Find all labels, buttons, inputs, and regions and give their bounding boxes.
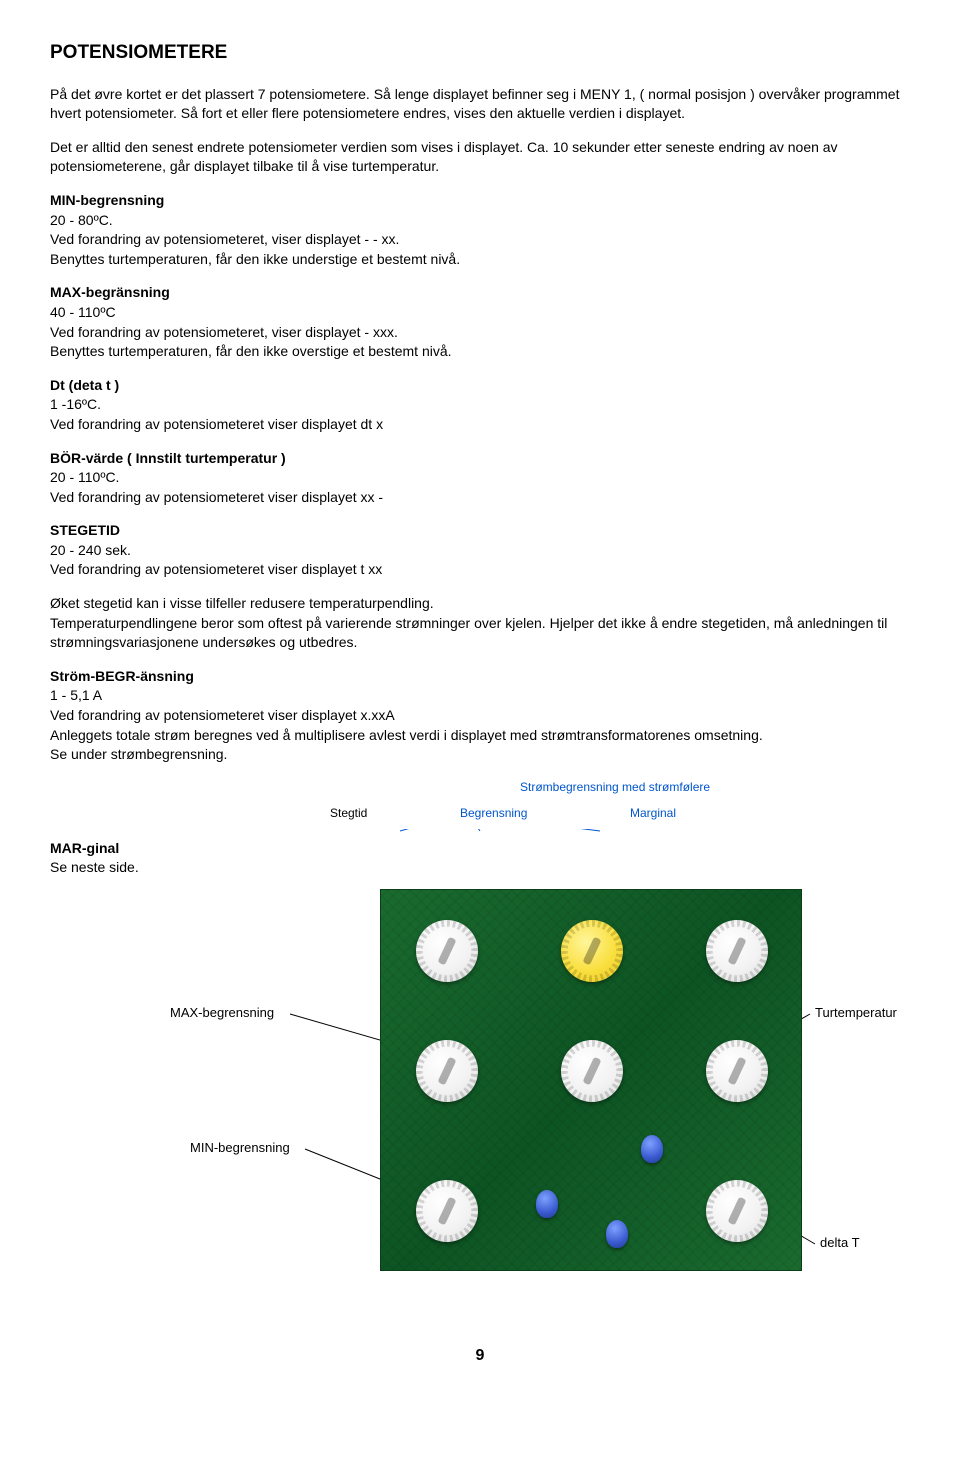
section-title: STEGETID — [50, 521, 910, 541]
pot-begr — [561, 920, 623, 982]
label-delta: delta T — [820, 1234, 860, 1252]
line: 20 - 240 sek. — [50, 541, 910, 561]
pot-delta — [706, 1180, 768, 1242]
line: Ved forandring av potensiometeret viser … — [50, 706, 910, 726]
line: Se neste side. — [50, 858, 139, 878]
annot-begrensning: Begrensning — [460, 805, 527, 822]
section-title: Ström-BEGR-änsning — [50, 667, 910, 687]
section-marginal: MAR-ginal Se neste side. — [50, 839, 139, 878]
pot-min — [416, 1180, 478, 1242]
line: Ved forandring av potensiometeret viser … — [50, 560, 910, 580]
annot-top-row: Stegtid Begrensning Marginal — [330, 805, 890, 825]
annot-header: Strømbegrensning med strømfølere — [520, 779, 710, 796]
label-min: MIN-begrensning — [190, 1139, 290, 1157]
line: 1 - 5,1 A — [50, 686, 910, 706]
section-title: MIN-begrensning — [50, 191, 910, 211]
section-strom: Ström-BEGR-änsning 1 - 5,1 A Ved forandr… — [50, 667, 910, 765]
pcb-board — [380, 889, 802, 1271]
pot-stegtid — [416, 920, 478, 982]
annot-stegtid: Stegtid — [330, 805, 367, 822]
pot-mid — [561, 1040, 623, 1102]
capacitor — [641, 1135, 663, 1163]
line: Benyttes turtemperaturen, får den ikke u… — [50, 250, 910, 270]
section-title: Dt (deta t ) — [50, 376, 910, 396]
label-max: MAX-begrensning — [170, 1004, 274, 1022]
intro-para-1: På det øvre kortet er det plassert 7 pot… — [50, 85, 910, 124]
line: Ved forandring av potensiometeret viser … — [50, 488, 910, 508]
capacitor — [536, 1190, 558, 1218]
line: Anleggets totale strøm beregnes ved å mu… — [50, 726, 910, 746]
line: 20 - 110ºC. — [50, 468, 910, 488]
section-max: MAX-begränsning 40 - 110ºC Ved forandrin… — [50, 283, 910, 361]
annot-marginal: Marginal — [630, 805, 676, 822]
page-number: 9 — [50, 1345, 910, 1367]
intro-para-2: Det er alltid den senest endrete potensi… — [50, 138, 910, 177]
steg-para: Øket stegetid kan i visse tilfeller redu… — [50, 594, 910, 653]
page-title: POTENSIOMETERE — [50, 40, 910, 67]
line: Ved forandring av potensiometeret, viser… — [50, 230, 910, 250]
pot-max — [416, 1040, 478, 1102]
section-title: BÖR-värde ( Innstilt turtemperatur ) — [50, 449, 910, 469]
line: 40 - 110ºC — [50, 303, 910, 323]
section-dt: Dt (deta t ) 1 -16ºC. Ved forandring av … — [50, 376, 910, 435]
section-bor: BÖR-värde ( Innstilt turtemperatur ) 20 … — [50, 449, 910, 508]
line: 20 - 80ºC. — [50, 211, 910, 231]
section-stegetid: STEGETID 20 - 240 sek. Ved forandring av… — [50, 521, 910, 580]
pot-bor — [706, 1040, 768, 1102]
label-tur: Turtemperatur — [815, 1004, 897, 1022]
section-min: MIN-begrensning 20 - 80ºC. Ved forandrin… — [50, 191, 910, 269]
section-title: MAX-begränsning — [50, 283, 910, 303]
capacitor — [606, 1220, 628, 1248]
annot-header-row: Strømbegrensning med strømfølere — [400, 779, 900, 799]
line: 1 -16ºC. — [50, 395, 910, 415]
line: Ved forandring av potensiometeret viser … — [50, 415, 910, 435]
line: Benyttes turtemperaturen, får den ikke o… — [50, 342, 910, 362]
line: Se under strømbegrensning. — [50, 745, 910, 765]
line: Ved forandring av potensiometeret, viser… — [50, 323, 910, 343]
section-title: MAR-ginal — [50, 839, 139, 859]
pot-marg — [706, 920, 768, 982]
